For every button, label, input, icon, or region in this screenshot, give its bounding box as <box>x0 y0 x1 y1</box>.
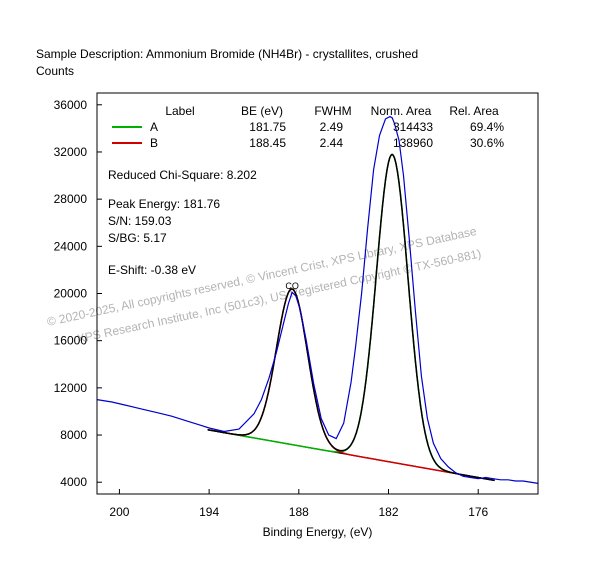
peak-energy-text: Peak Energy: 181.76 <box>108 197 220 211</box>
legend-rel-area: 30.6% <box>470 136 504 150</box>
legend-header: FWHM <box>314 104 351 118</box>
y-axis-label: Counts <box>36 64 75 78</box>
component-a-curve <box>207 153 495 482</box>
legend-fwhm: 2.44 <box>320 136 344 150</box>
y-tick-label: 8000 <box>60 428 87 442</box>
legend-label: A <box>150 120 158 134</box>
fit-envelope-curve <box>207 153 495 482</box>
y-tick-label: 32000 <box>54 145 88 159</box>
curves <box>96 115 539 484</box>
axis-ticks: 200 194 188 182 176 4000 8000 12000 16000 20000 24… <box>54 98 489 519</box>
y-tick-label: 12000 <box>54 381 88 395</box>
legend-norm-area: 138960 <box>393 136 433 150</box>
chi-square-text: Reduced Chi-Square: 8.202 <box>108 168 257 182</box>
chart-title: Sample Description: Ammonium Bromide (NH… <box>36 47 419 61</box>
y-tick-label: 24000 <box>54 239 88 253</box>
legend-label: B <box>150 136 158 150</box>
legend-fwhm: 2.49 <box>320 120 344 134</box>
legend-header: Norm. Area <box>371 104 432 118</box>
y-tick-label: 36000 <box>54 98 88 112</box>
x-tick-label: 176 <box>468 505 488 519</box>
raw-data-line <box>96 115 539 484</box>
legend-header: Label <box>165 104 194 118</box>
eshift-text: E-Shift: -0.38 eV <box>108 263 196 277</box>
sbg-text: S/BG: 5.17 <box>108 231 167 245</box>
y-tick-label: 4000 <box>60 475 87 489</box>
legend-header: Rel. Area <box>449 104 499 118</box>
y-tick-label: 20000 <box>54 287 88 301</box>
legend-norm-area: 314433 <box>393 120 433 134</box>
y-tick-label: 16000 <box>54 334 88 348</box>
annotations: Reduced Chi-Square: 8.202 Peak Energy: 18… <box>108 168 299 291</box>
sn-text: S/N: 159.03 <box>108 214 172 228</box>
x-tick-label: 200 <box>109 505 129 519</box>
x-axis-label: Binding Energy, (eV) <box>263 525 373 539</box>
legend-header: BE (eV) <box>241 104 283 118</box>
legend-table: Label BE (eV) FWHM Norm. Area Rel. Area A 181.… <box>112 104 504 150</box>
x-tick-label: 188 <box>289 505 309 519</box>
legend-be: 181.75 <box>249 120 286 134</box>
x-tick-label: 182 <box>378 505 398 519</box>
peak-marker-label: CO <box>285 281 299 291</box>
legend-rel-area: 69.4% <box>470 120 504 134</box>
x-tick-label: 194 <box>199 505 219 519</box>
legend-be: 188.45 <box>249 136 286 150</box>
y-tick-label: 28000 <box>54 192 88 206</box>
